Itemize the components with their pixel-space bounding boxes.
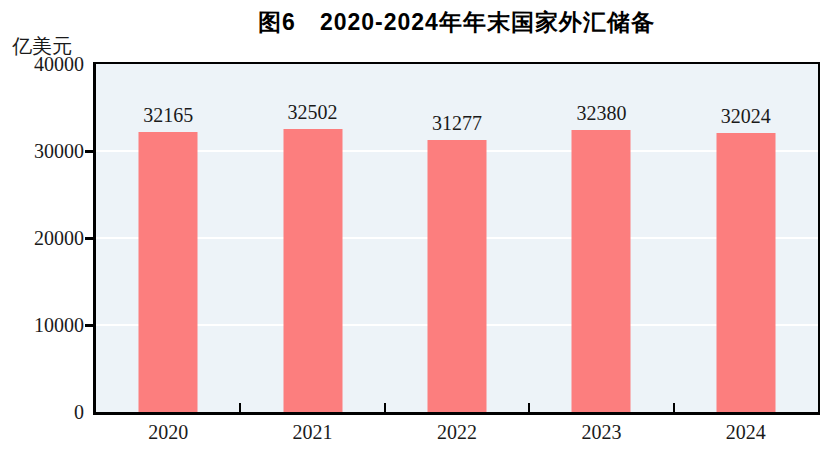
category-cell: 32502: [240, 64, 384, 412]
bar: [716, 133, 775, 412]
y-axis-tick: [85, 324, 93, 327]
category-cell: 32024: [674, 64, 818, 412]
x-axis-tick: [384, 403, 386, 412]
plot-area: 32165 32502 31277 32380 32024: [93, 62, 820, 415]
y-tick-label: 30000: [34, 139, 84, 163]
bar-value-label: 32502: [288, 102, 338, 122]
category-cell: 32380: [529, 64, 673, 412]
plot-inner: 32165 32502 31277 32380 32024: [96, 64, 818, 412]
bar-value-label: 32165: [143, 105, 193, 125]
bar-value-label: 31277: [432, 113, 482, 133]
bar-series: 32165 32502 31277 32380 32024: [96, 64, 818, 412]
y-axis-tick: [85, 237, 93, 240]
y-tick-label: 0: [74, 400, 84, 424]
chart-figure: 图6 2020-2024年年末国家外汇储备 亿美元 01000020000300…: [0, 0, 833, 461]
chart-title: 图6 2020-2024年年末国家外汇储备: [93, 7, 820, 38]
y-axis-tick: [85, 150, 93, 153]
x-axis-tick: [239, 403, 241, 412]
bar-value-label: 32380: [576, 103, 626, 123]
x-axis: 20202021202220232024: [96, 421, 818, 444]
bar: [572, 130, 631, 412]
y-tick-label: 20000: [34, 226, 84, 250]
x-tick-label: 2020: [96, 421, 240, 444]
x-tick-label: 2021: [240, 421, 384, 444]
y-axis: 010000200003000040000: [0, 64, 84, 412]
y-tick-label: 10000: [34, 313, 84, 337]
x-axis-tick: [528, 403, 530, 412]
category-cell: 31277: [385, 64, 529, 412]
category-cell: 32165: [96, 64, 240, 412]
bar-value-label: 32024: [721, 106, 771, 126]
x-tick-label: 2022: [385, 421, 529, 444]
bar: [428, 140, 487, 412]
bar: [283, 129, 342, 412]
bar: [139, 132, 198, 412]
x-tick-label: 2024: [674, 421, 818, 444]
y-tick-label: 40000: [34, 52, 84, 76]
x-axis-tick: [673, 403, 675, 412]
x-tick-label: 2023: [529, 421, 673, 444]
